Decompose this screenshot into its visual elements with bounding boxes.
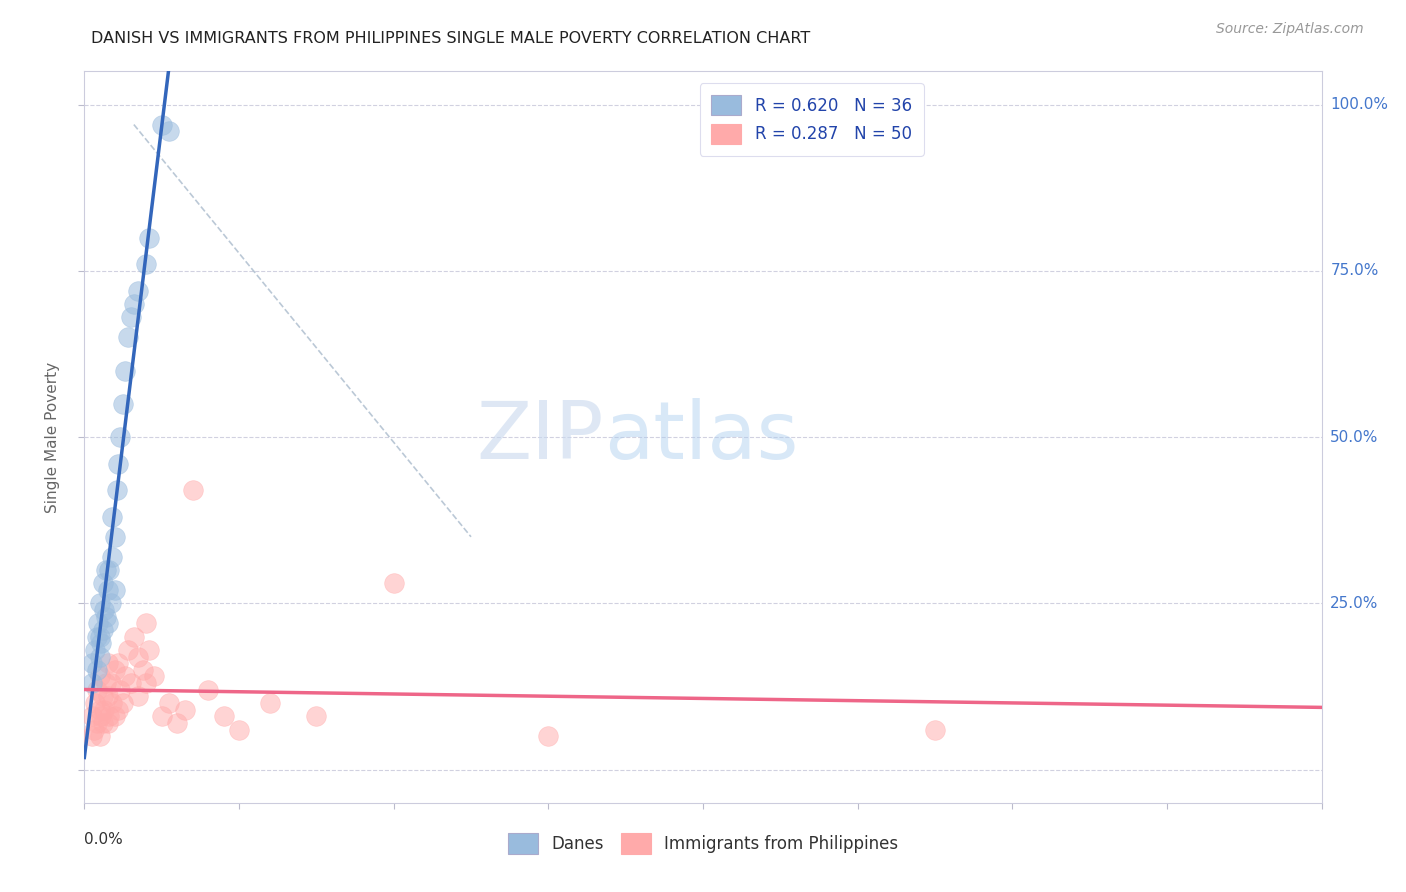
Point: [82, 709, 104, 723]
Point: [135, 676, 157, 690]
Point: [150, 118, 173, 132]
Point: [104, 582, 127, 597]
Point: [138, 643, 160, 657]
Y-axis label: Single Male Poverty: Single Male Poverty: [45, 361, 60, 513]
Point: [212, 709, 235, 723]
Point: [86, 716, 108, 731]
Point: [83, 723, 105, 737]
Point: [138, 230, 160, 244]
Point: [101, 509, 124, 524]
Point: [159, 696, 180, 710]
Point: [86, 663, 108, 677]
Text: 0.0%: 0.0%: [84, 832, 124, 847]
Point: [91, 623, 114, 637]
Point: [159, 124, 180, 138]
Point: [96, 656, 118, 670]
Point: [96, 616, 118, 631]
Point: [143, 669, 166, 683]
Point: [112, 696, 135, 710]
Text: DANISH VS IMMIGRANTS FROM PHILIPPINES SINGLE MALE POVERTY CORRELATION CHART: DANISH VS IMMIGRANTS FROM PHILIPPINES SI…: [91, 31, 811, 46]
Text: ZIP: ZIP: [477, 398, 605, 476]
Text: 75.0%: 75.0%: [1330, 263, 1379, 278]
Point: [120, 310, 142, 325]
Point: [108, 430, 131, 444]
Text: atlas: atlas: [605, 398, 799, 476]
Point: [382, 576, 405, 591]
Point: [96, 716, 118, 731]
Point: [89, 630, 111, 644]
Point: [98, 709, 121, 723]
Point: [86, 630, 108, 644]
Point: [135, 616, 157, 631]
Point: [104, 663, 127, 677]
Point: [127, 284, 149, 298]
Point: [86, 682, 108, 697]
Point: [96, 690, 118, 704]
Point: [924, 723, 946, 737]
Point: [104, 530, 127, 544]
Point: [94, 563, 117, 577]
Point: [82, 676, 104, 690]
Point: [122, 297, 145, 311]
Point: [197, 682, 219, 697]
Point: [127, 649, 149, 664]
Point: [101, 696, 124, 710]
Point: [89, 729, 111, 743]
Legend: Danes, Immigrants from Philippines: Danes, Immigrants from Philippines: [502, 827, 904, 860]
Point: [112, 397, 135, 411]
Point: [90, 709, 112, 723]
Point: [181, 483, 204, 498]
Point: [305, 709, 328, 723]
Point: [100, 596, 122, 610]
Point: [132, 663, 155, 677]
Text: Source: ZipAtlas.com: Source: ZipAtlas.com: [1216, 22, 1364, 37]
Point: [107, 457, 129, 471]
Point: [91, 690, 114, 704]
Point: [94, 609, 117, 624]
Point: [93, 703, 115, 717]
Point: [82, 656, 104, 670]
Point: [127, 690, 149, 704]
Point: [90, 636, 112, 650]
Point: [108, 682, 131, 697]
Point: [166, 716, 188, 731]
Point: [84, 696, 107, 710]
Point: [135, 257, 157, 271]
Point: [98, 563, 121, 577]
Text: 100.0%: 100.0%: [1330, 97, 1388, 112]
Point: [89, 669, 111, 683]
Point: [91, 716, 114, 731]
Point: [105, 483, 128, 498]
Point: [104, 709, 127, 723]
Point: [89, 703, 111, 717]
Text: 50.0%: 50.0%: [1330, 430, 1379, 444]
Point: [89, 596, 111, 610]
Point: [107, 656, 129, 670]
Point: [117, 643, 139, 657]
Point: [122, 630, 145, 644]
Point: [120, 676, 142, 690]
Point: [91, 576, 114, 591]
Point: [84, 643, 107, 657]
Point: [89, 649, 111, 664]
Point: [107, 703, 129, 717]
Text: 25.0%: 25.0%: [1330, 596, 1379, 611]
Point: [174, 703, 197, 717]
Point: [82, 729, 104, 743]
Point: [100, 676, 122, 690]
Point: [93, 603, 115, 617]
Point: [114, 669, 136, 683]
Point: [114, 363, 136, 377]
Point: [537, 729, 560, 743]
Point: [94, 676, 117, 690]
Point: [101, 549, 124, 564]
Point: [150, 709, 173, 723]
Point: [259, 696, 281, 710]
Point: [117, 330, 139, 344]
Point: [96, 582, 118, 597]
Point: [87, 616, 110, 631]
Point: [228, 723, 250, 737]
